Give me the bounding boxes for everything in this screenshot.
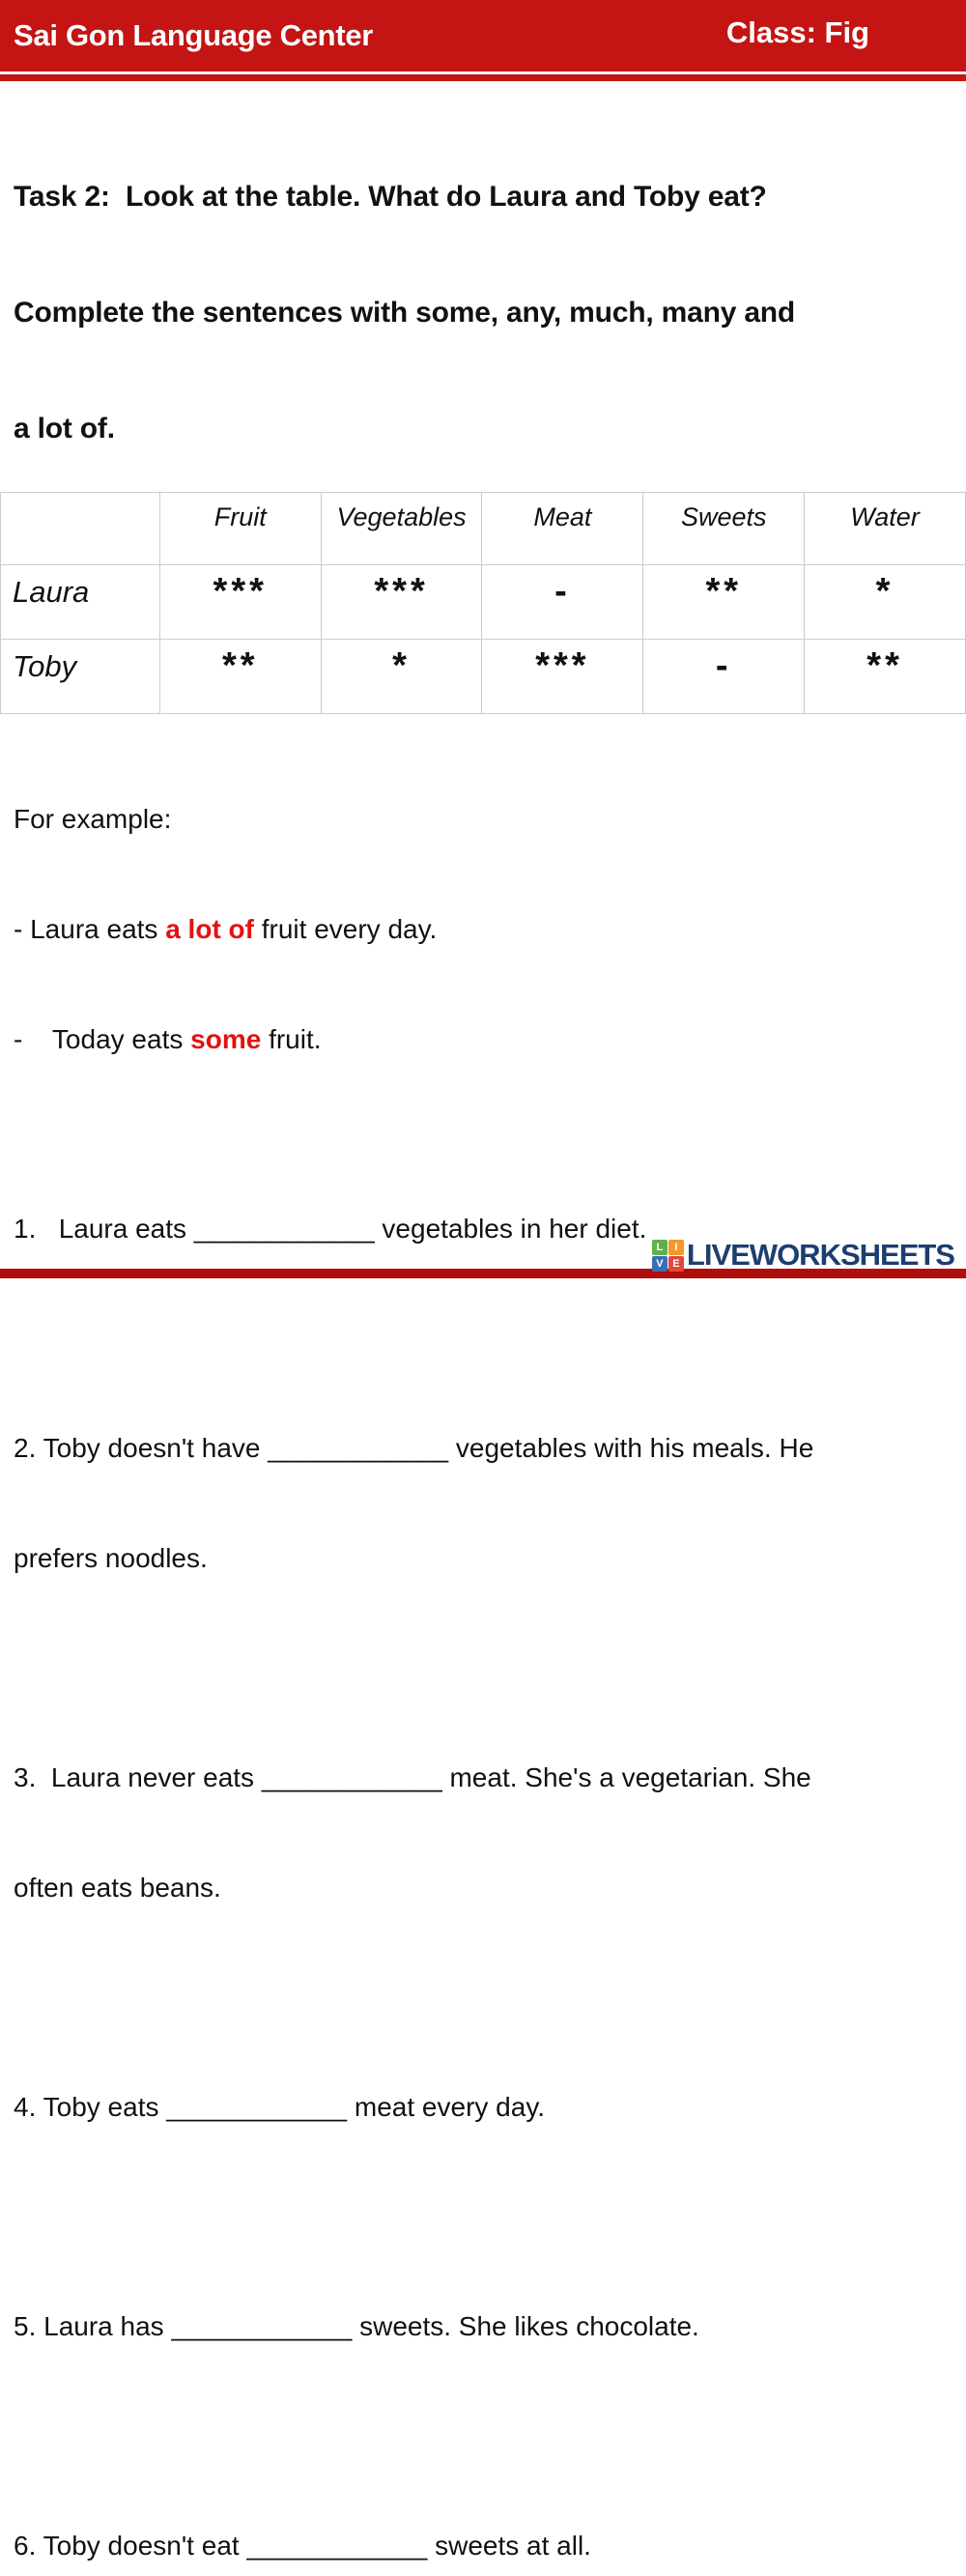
sentence-6-line[interactable]: 6. Toby doesn't eat ____________ sweets … — [14, 2531, 591, 2561]
column-header-sweets: Sweets — [642, 492, 806, 565]
laura-meat-value: - — [481, 564, 644, 640]
example-post: fruit. — [261, 1024, 322, 1054]
sentence-3[interactable]: 3. Laura never eats ____________ meat. S… — [14, 1686, 952, 1980]
food-table: Fruit Vegetables Meat Sweets Water Laura… — [0, 492, 966, 714]
task-instructions: Task 2: Look at the table. What do Laura… — [14, 100, 952, 487]
sentence-list: 1. Laura eats ____________ vegetables in… — [14, 1137, 952, 2576]
laura-sweets-value: ** — [642, 564, 806, 640]
school-name: Sai Gon Language Center — [14, 18, 374, 52]
laura-fruit-value: *** — [158, 564, 322, 640]
laura-water-value: * — [804, 564, 966, 640]
toby-meat-value: *** — [481, 639, 644, 714]
example-pre: - Laura eats — [14, 914, 166, 944]
logo-square-e: E — [668, 1255, 684, 1272]
table-row: Toby ** * *** - ** — [0, 639, 966, 714]
example-post: fruit every day. — [253, 914, 438, 944]
example-line-1: - Laura eats a lot of fruit every day. — [14, 911, 952, 948]
sentence-6[interactable]: 6. Toby doesn't eat ____________ sweets … — [14, 2454, 952, 2576]
sentence-2-line[interactable]: 2. Toby doesn't have ____________ vegeta… — [14, 1433, 814, 1463]
class-label: Class: Fig — [725, 15, 869, 49]
example-line-2: - Today eats some fruit. — [14, 1021, 952, 1058]
column-header-water: Water — [804, 492, 966, 565]
column-header-blank — [0, 492, 160, 565]
sentence-5[interactable]: 5. Laura has ____________ sweets. She li… — [14, 2235, 952, 2419]
sentence-1[interactable]: 1. Laura eats ____________ vegetables in… — [14, 1137, 952, 1321]
logo-square-i: I — [668, 1239, 684, 1255]
sentence-1-line[interactable]: 1. Laura eats ____________ vegetables in… — [14, 1214, 647, 1244]
sentence-2-line: prefers noodles. — [14, 1543, 208, 1573]
sentence-4[interactable]: 4. Toby eats ____________ meat every day… — [14, 2016, 952, 2199]
column-header-fruit: Fruit — [158, 492, 322, 565]
sentence-5-line[interactable]: 5. Laura has ____________ sweets. She li… — [14, 2311, 699, 2341]
task-line: Task 2: Look at the table. What do Laura… — [14, 181, 767, 213]
liveworksheets-logo: L I V E LIVEWORKSHEETS — [651, 1238, 955, 1273]
row-label-laura: Laura — [0, 564, 160, 640]
logo-square-l: L — [651, 1239, 668, 1255]
toby-vegetables-value: * — [320, 639, 483, 714]
toby-sweets-value: - — [642, 639, 806, 714]
header-bar: Sai Gon Language Center Class: Fig — [0, 0, 966, 72]
example-highlight: some — [190, 1024, 262, 1054]
header-divider — [0, 72, 966, 74]
sentence-3-line: often eats beans. — [14, 1873, 221, 1903]
example-pre: - Today eats — [14, 1024, 191, 1054]
brand-name: LIVEWORKSHEETS — [686, 1238, 955, 1272]
example-highlight: a lot of — [165, 914, 254, 944]
table-row: Laura *** *** - ** * — [0, 564, 966, 640]
logo-square-v: V — [651, 1255, 668, 1272]
row-label-toby: Toby — [0, 639, 160, 714]
header-accent-strip — [0, 74, 966, 81]
toby-water-value: ** — [804, 639, 966, 714]
laura-vegetables-value: *** — [320, 564, 483, 640]
bottom-bar — [0, 1269, 966, 1278]
toby-fruit-value: ** — [158, 639, 322, 714]
column-header-vegetables: Vegetables — [320, 492, 483, 565]
task-line: a lot of. — [14, 413, 115, 444]
sentence-2[interactable]: 2. Toby doesn't have ____________ vegeta… — [14, 1357, 952, 1650]
liveworksheets-logo-icon: L I V E — [651, 1239, 684, 1272]
example-label: For example: — [14, 804, 172, 834]
task-line: Complete the sentences with some, any, m… — [14, 297, 796, 329]
example-block: For example: - Laura eats a lot of fruit… — [14, 728, 952, 1095]
sentence-4-line[interactable]: 4. Toby eats ____________ meat every day… — [14, 2092, 546, 2122]
sentence-3-line[interactable]: 3. Laura never eats ____________ meat. S… — [14, 1762, 811, 1792]
column-header-meat: Meat — [481, 492, 644, 565]
